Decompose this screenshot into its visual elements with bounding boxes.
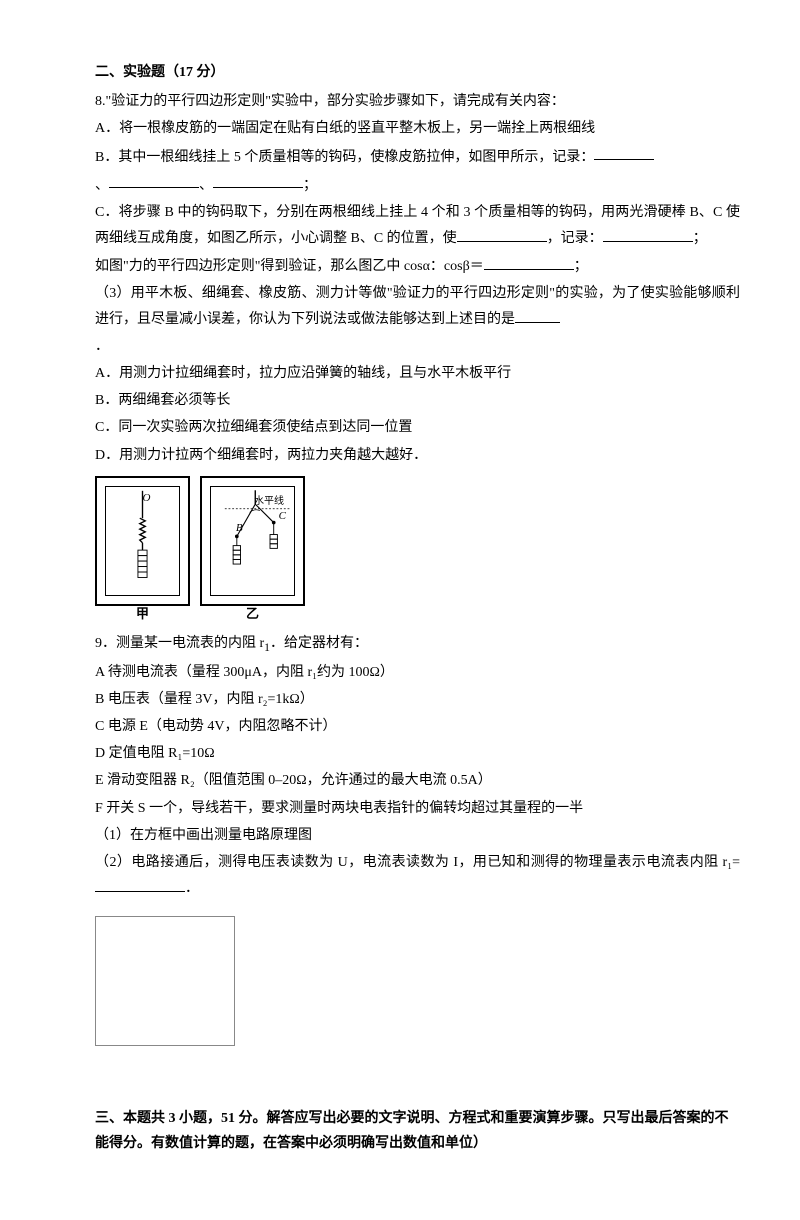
- q9-item-e: E 滑动变阻器 R₂（阻值范围 0–20Ω，允许通过的最大电流 0.5A）: [95, 768, 740, 793]
- point-c-label: C: [279, 507, 286, 527]
- blank-r1[interactable]: [95, 875, 185, 892]
- q8-step-c-mid: ，记录：: [547, 231, 603, 246]
- diagram-yi-label: 乙: [246, 602, 259, 625]
- q8-step-b-line2: 、 、 ；: [95, 172, 740, 198]
- blank-ratio[interactable]: [484, 253, 574, 270]
- q9-item-f: F 开关 S 一个，导线若干，要求测量时两块电表指针的偏转均超过其量程的一半: [95, 796, 740, 821]
- q8-sub3: （3）用平木板、细绳套、橡皮筋、测力计等做"验证力的平行四边形定则"的实验，为了…: [95, 281, 740, 332]
- diagram-jia-inner: O: [105, 486, 180, 596]
- q9-sub2: （2）电路接通后，测得电压表读数为 U，电流表读数为 I，用已知和测得的物理量表…: [95, 850, 740, 901]
- q8-opt-a: A．用测力计拉细绳套时，拉力应沿弹簧的轴线，且与水平木板平行: [95, 361, 740, 386]
- q8-fatu: 如图"力的平行四边形定则"得到验证，那么图乙中 cosα：cosβ＝ ；: [95, 253, 740, 279]
- point-b-label: B: [236, 519, 243, 539]
- end-b: ；: [303, 177, 317, 192]
- diagram-yi: 水平线 B C 乙: [200, 476, 305, 606]
- q9-sub2-end: ．: [185, 881, 199, 896]
- diagram-jia: O 甲: [95, 476, 190, 606]
- q8-intro: 8."验证力的平行四边形定则"实验中，部分实验步骤如下，请完成有关内容：: [95, 89, 740, 114]
- q8-opt-b: B．两细绳套必须等长: [95, 388, 740, 413]
- blank-c1[interactable]: [457, 225, 547, 242]
- diagram-yi-inner: 水平线 B C: [210, 486, 295, 596]
- q9-item-b: B 电压表（量程 3V，内阻 r₂=1kΩ）: [95, 687, 740, 712]
- blank-b1[interactable]: [594, 144, 654, 161]
- sep2: 、: [199, 177, 213, 192]
- blank-choice[interactable]: [515, 306, 560, 323]
- q9-item-a: A 待测电流表（量程 300μA，内阻 r₁约为 100Ω）: [95, 660, 740, 685]
- q9-item-c: C 电源 E（电动势 4V，内阻忽略不计）: [95, 714, 740, 739]
- circuit-drawing-box[interactable]: [95, 916, 235, 1046]
- q8-step-a: A．将一根橡皮筋的一端固定在贴有白纸的竖直平整木板上，另一端拴上两根细线: [95, 116, 740, 141]
- q9-sub1: （1）在方框中画出测量电路原理图: [95, 823, 740, 848]
- q8-opt-c: C．同一次实验两次拉细绳套须使结点到达同一位置: [95, 415, 740, 440]
- q8-fatu-end: ；: [574, 259, 588, 274]
- blank-b3[interactable]: [213, 172, 303, 189]
- point-o-label: O: [143, 489, 151, 509]
- q9-intro-pre: 9．测量某一电流表的内阻 r: [95, 636, 264, 651]
- section-2-title: 二、实验题（17 分）: [95, 60, 740, 85]
- q8-step-c-end: ；: [693, 231, 707, 246]
- q9-item-d: D 定值电阻 R₁=10Ω: [95, 741, 740, 766]
- sep1: 、: [95, 177, 109, 192]
- diagram-jia-label: 甲: [136, 602, 149, 625]
- q9-intro: 9．测量某一电流表的内阻 r1．给定器材有：: [95, 631, 740, 658]
- q9-intro-post: ．给定器材有：: [270, 636, 368, 651]
- q8-step-b: B．其中一根细线挂上 5 个质量相等的钩码，使橡皮筋拉伸，如图甲所示，记录：: [95, 144, 740, 170]
- q8-fatu-pre: 如图"力的平行四边形定则"得到验证，那么图乙中 cosα：cosβ＝: [95, 259, 484, 274]
- blank-b2[interactable]: [109, 172, 199, 189]
- q9-sub2-pre: （2）电路接通后，测得电压表读数为 U，电流表读数为 I，用已知和测得的物理量表…: [95, 855, 740, 870]
- section-3-title: 三、本题共 3 小题，51 分。解答应写出必要的文字说明、方程式和重要演算步骤。…: [95, 1106, 740, 1156]
- q8-opt-d: D．用测力计拉两个细绳套时，两拉力夹角越大越好．: [95, 443, 740, 468]
- blank-c2[interactable]: [603, 225, 693, 242]
- diagram-container: O 甲 水平线 B: [95, 476, 740, 606]
- q8-step-b-pre: B．其中一根细线挂上 5 个质量相等的钩码，使橡皮筋拉伸，如图甲所示，记录：: [95, 149, 594, 164]
- q8-sub3-pre: （3）用平木板、细绳套、橡皮筋、测力计等做"验证力的平行四边形定则"的实验，为了…: [95, 286, 740, 327]
- q8-sub3-end: ．: [95, 334, 740, 359]
- q8-step-c: C．将步骤 B 中的钩码取下，分别在两根细线上挂上 4 个和 3 个质量相等的钩…: [95, 200, 740, 251]
